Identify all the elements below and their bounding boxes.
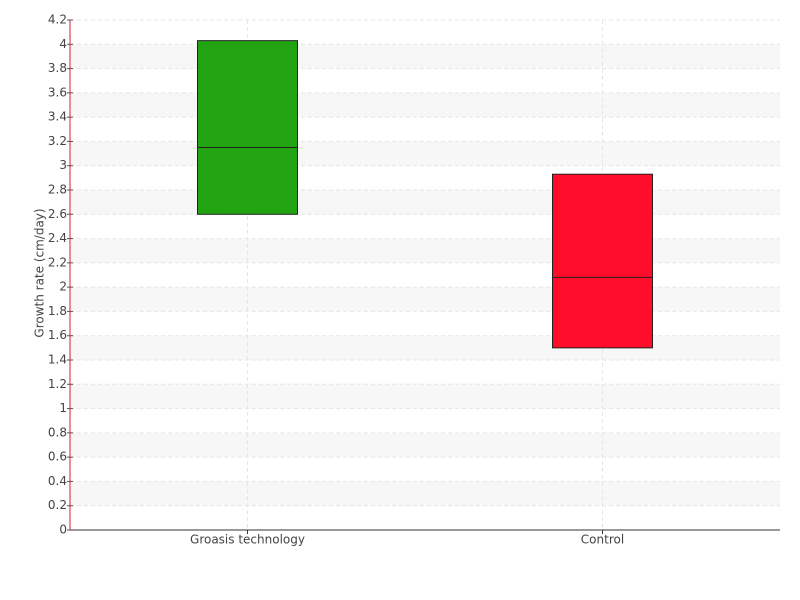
y-tick-label: 0.6 [48, 450, 67, 464]
y-tick-label: 3 [59, 158, 67, 172]
grid-band [70, 141, 780, 166]
y-tick-label: 0.4 [48, 474, 67, 488]
y-tick-label: 1.8 [48, 304, 67, 318]
grid-band [70, 287, 780, 312]
y-tick-label: 1 [59, 401, 67, 415]
grid-band [70, 432, 780, 458]
grid-band [70, 190, 780, 215]
y-axis-label: Growth rate (cm/day) [33, 208, 47, 337]
y-tick-label: 1.4 [48, 353, 67, 367]
y-tick-label: 2.8 [48, 183, 67, 197]
y-tick-label: 4.2 [48, 13, 67, 27]
grid-band [70, 481, 780, 506]
y-tick-label: 2.4 [48, 231, 67, 245]
x-tick-label: Groasis technology [190, 533, 305, 547]
y-tick-label: 3.8 [48, 61, 67, 75]
y-tick-label: 0.8 [48, 425, 67, 439]
y-tick-label: 1.2 [48, 377, 67, 391]
grid-band [70, 44, 780, 69]
y-tick-label: 3.2 [48, 134, 67, 148]
y-tick-label: 3.4 [48, 110, 67, 124]
y-tick-label: 0 [59, 523, 67, 537]
box [197, 40, 298, 215]
grid-band [70, 238, 780, 263]
y-tick-label: 3.6 [48, 85, 67, 99]
grid-band [70, 92, 780, 118]
y-tick-label: 0.2 [48, 498, 67, 512]
grid-band [70, 335, 780, 360]
y-tick-label: 2.6 [48, 207, 67, 221]
grid-band [70, 384, 780, 409]
y-tick-label: 4 [59, 37, 67, 51]
y-tick-label: 1.6 [48, 328, 67, 342]
y-tick-label: 2.2 [48, 255, 67, 269]
box [552, 173, 653, 349]
x-tick-label: Control [581, 533, 624, 547]
y-tick-label: 2 [59, 280, 67, 294]
